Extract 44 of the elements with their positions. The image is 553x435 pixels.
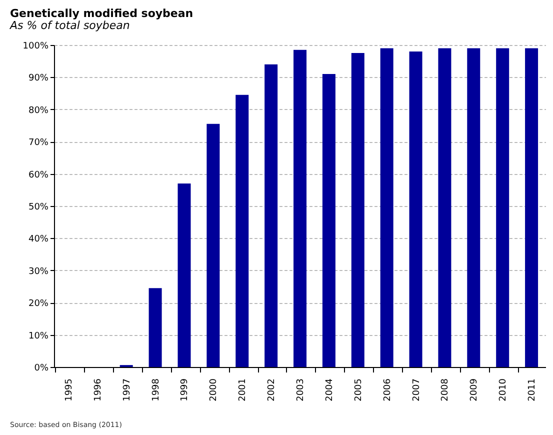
x-tick-label: 2000	[209, 378, 220, 402]
bar	[380, 48, 394, 367]
x-tick-label: 2001	[238, 378, 248, 402]
bar	[525, 48, 538, 367]
bar	[438, 48, 452, 367]
x-tick-label: 1999	[180, 378, 190, 402]
y-tick-label: 80%	[28, 106, 49, 116]
bar	[236, 94, 249, 367]
x-tick-label: 2003	[296, 378, 306, 402]
bar	[148, 288, 162, 367]
bar	[409, 51, 422, 367]
bar	[496, 48, 510, 367]
y-tick-label: 50%	[28, 202, 49, 212]
x-tick-label: 2006	[382, 378, 393, 402]
y-tick-label: 100%	[22, 42, 49, 52]
bar	[467, 48, 480, 367]
x-tick-label: 1998	[151, 378, 162, 402]
x-tick-label: 2008	[440, 378, 451, 402]
chart-subtitle: As % of total soybean	[9, 19, 130, 32]
y-tick-label: 20%	[28, 299, 49, 310]
chart-title: Genetically modified soybean	[10, 7, 194, 20]
x-tick-label: 1996	[93, 378, 104, 402]
y-tick-label: 10%	[28, 331, 49, 342]
y-tick-label: 70%	[28, 138, 49, 148]
x-tick-label: 1995	[64, 378, 74, 402]
y-tick-label: 40%	[28, 234, 49, 245]
y-tick-label: 60%	[28, 170, 49, 180]
bar	[322, 74, 336, 367]
x-tick-label: 2004	[324, 378, 335, 402]
x-tick-label: 2009	[470, 378, 480, 402]
x-tick-label: 1997	[122, 378, 132, 402]
bar	[178, 183, 191, 367]
x-tick-label: 2011	[528, 378, 538, 402]
x-tick-label: 2005	[354, 378, 364, 402]
bar	[351, 53, 364, 367]
y-tick-label: 90%	[28, 74, 49, 84]
x-tick-label: 2002	[267, 378, 278, 402]
bar	[206, 124, 220, 367]
bar	[264, 64, 278, 367]
y-tick-label: 30%	[28, 266, 49, 277]
x-tick-label: 2010	[498, 378, 509, 402]
y-tick-label: 0%	[34, 364, 49, 374]
bar	[294, 50, 306, 367]
x-tick-label: 2007	[412, 378, 422, 402]
